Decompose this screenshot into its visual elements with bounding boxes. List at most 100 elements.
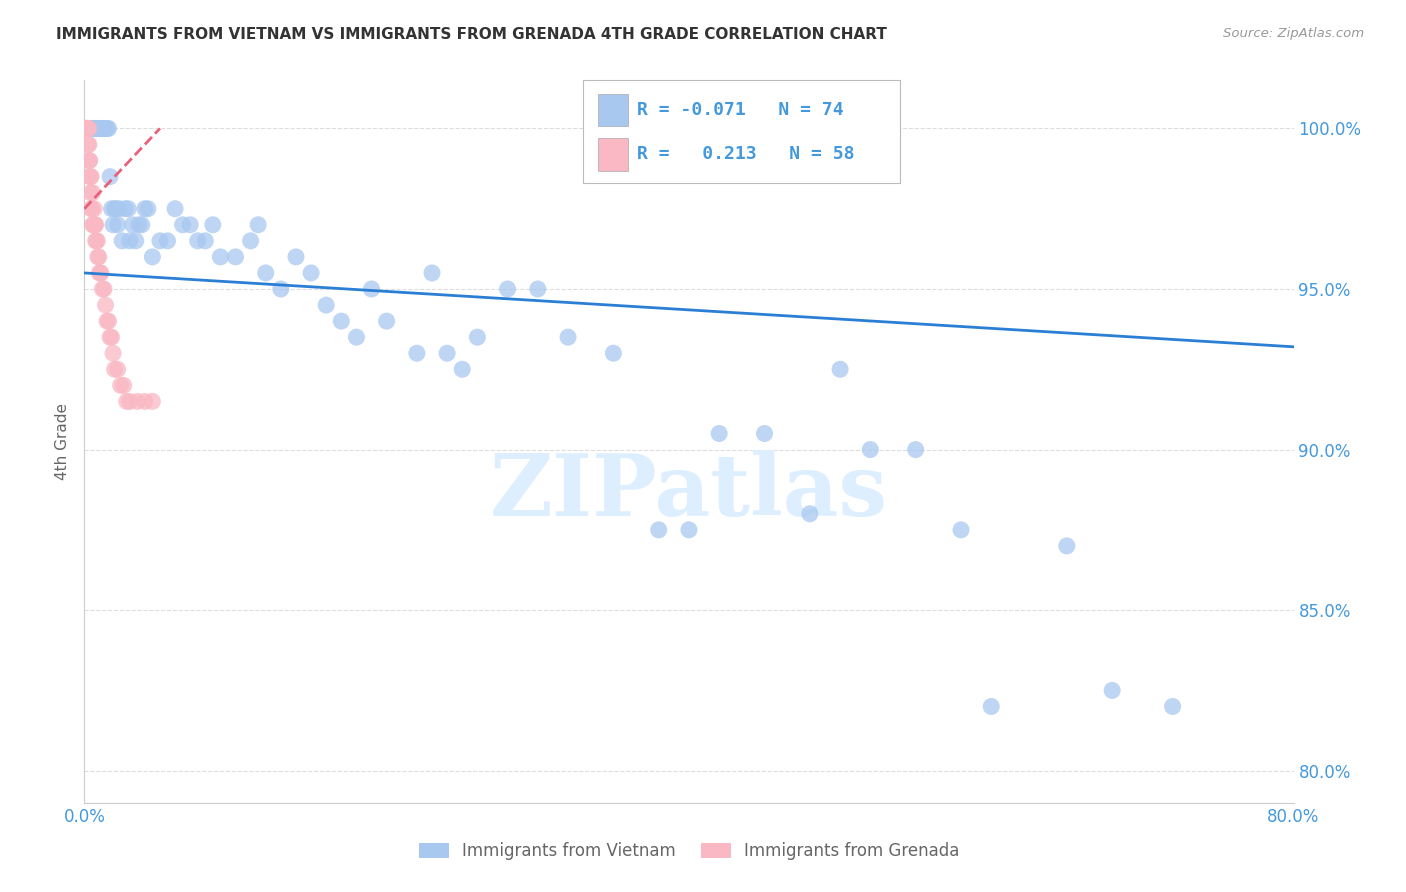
Point [254,266,277,280]
Point [950,523,973,537]
Point [709,426,731,441]
Point [110,378,132,392]
Point [87,250,110,264]
Point [80,121,103,136]
Point [77,121,100,136]
Point [84,218,107,232]
Point [86,121,108,136]
Point [648,523,671,537]
Point [84,218,107,232]
Point [830,362,852,376]
Point [91,121,114,136]
Point [134,394,156,409]
Point [97,314,120,328]
Legend: Immigrants from Vietnam, Immigrants from Grenada: Immigrants from Vietnam, Immigrants from… [412,836,966,867]
Point [89,121,111,136]
Point [90,121,112,136]
Point [87,250,110,264]
Y-axis label: 4th Grade: 4th Grade [55,403,70,480]
Point [141,250,163,264]
Point [134,202,156,216]
Point [76,121,98,136]
Point [496,282,519,296]
Point [82,218,104,232]
Point [375,314,398,328]
Point [76,121,98,136]
Point [107,218,129,232]
Point [420,266,443,280]
Point [100,330,122,344]
Text: Source: ZipAtlas.com: Source: ZipAtlas.com [1223,27,1364,40]
Point [75,121,97,136]
Point [79,153,101,168]
Point [104,202,127,216]
Point [1161,699,1184,714]
Text: R =   0.213   N = 58: R = 0.213 N = 58 [637,145,855,163]
Point [75,121,97,136]
Point [76,121,98,136]
Point [96,121,118,136]
Point [121,218,143,232]
Point [89,266,111,280]
Text: ZIPatlas: ZIPatlas [489,450,889,534]
Point [270,282,292,296]
Point [149,234,172,248]
Point [86,234,108,248]
Point [557,330,579,344]
Point [86,234,108,248]
Point [330,314,353,328]
Point [79,169,101,184]
Point [118,394,141,409]
Point [93,282,115,296]
Point [84,234,107,248]
Point [1056,539,1078,553]
Point [76,121,98,136]
Point [94,121,117,136]
Point [83,202,105,216]
Point [467,330,489,344]
Point [90,266,112,280]
Point [91,282,114,296]
Point [77,121,100,136]
Point [117,202,139,216]
Point [79,169,101,184]
Point [75,121,97,136]
Point [76,121,98,136]
Point [980,699,1002,714]
Point [89,266,111,280]
Point [527,282,550,296]
Point [107,362,129,376]
Point [754,426,776,441]
Point [84,121,107,136]
Point [97,121,120,136]
Text: IMMIGRANTS FROM VIETNAM VS IMMIGRANTS FROM GRENADA 4TH GRADE CORRELATION CHART: IMMIGRANTS FROM VIETNAM VS IMMIGRANTS FR… [56,27,887,42]
Point [77,137,100,152]
Point [136,202,159,216]
Point [131,218,153,232]
Point [225,250,247,264]
Point [100,202,122,216]
Point [76,121,98,136]
Point [75,121,97,136]
Point [678,523,700,537]
Point [156,234,179,248]
Point [187,234,209,248]
Point [104,362,127,376]
Point [209,250,232,264]
Point [82,121,104,136]
Point [360,282,382,296]
Point [83,218,105,232]
Text: R = -0.071   N = 74: R = -0.071 N = 74 [637,101,844,119]
Point [247,218,270,232]
Point [82,186,104,200]
Point [75,121,97,136]
Point [115,394,138,409]
Point [75,121,97,136]
Point [77,153,100,168]
Point [127,394,149,409]
Point [80,202,103,216]
Point [602,346,624,360]
Point [108,202,131,216]
Point [859,442,882,457]
Point [96,314,118,328]
